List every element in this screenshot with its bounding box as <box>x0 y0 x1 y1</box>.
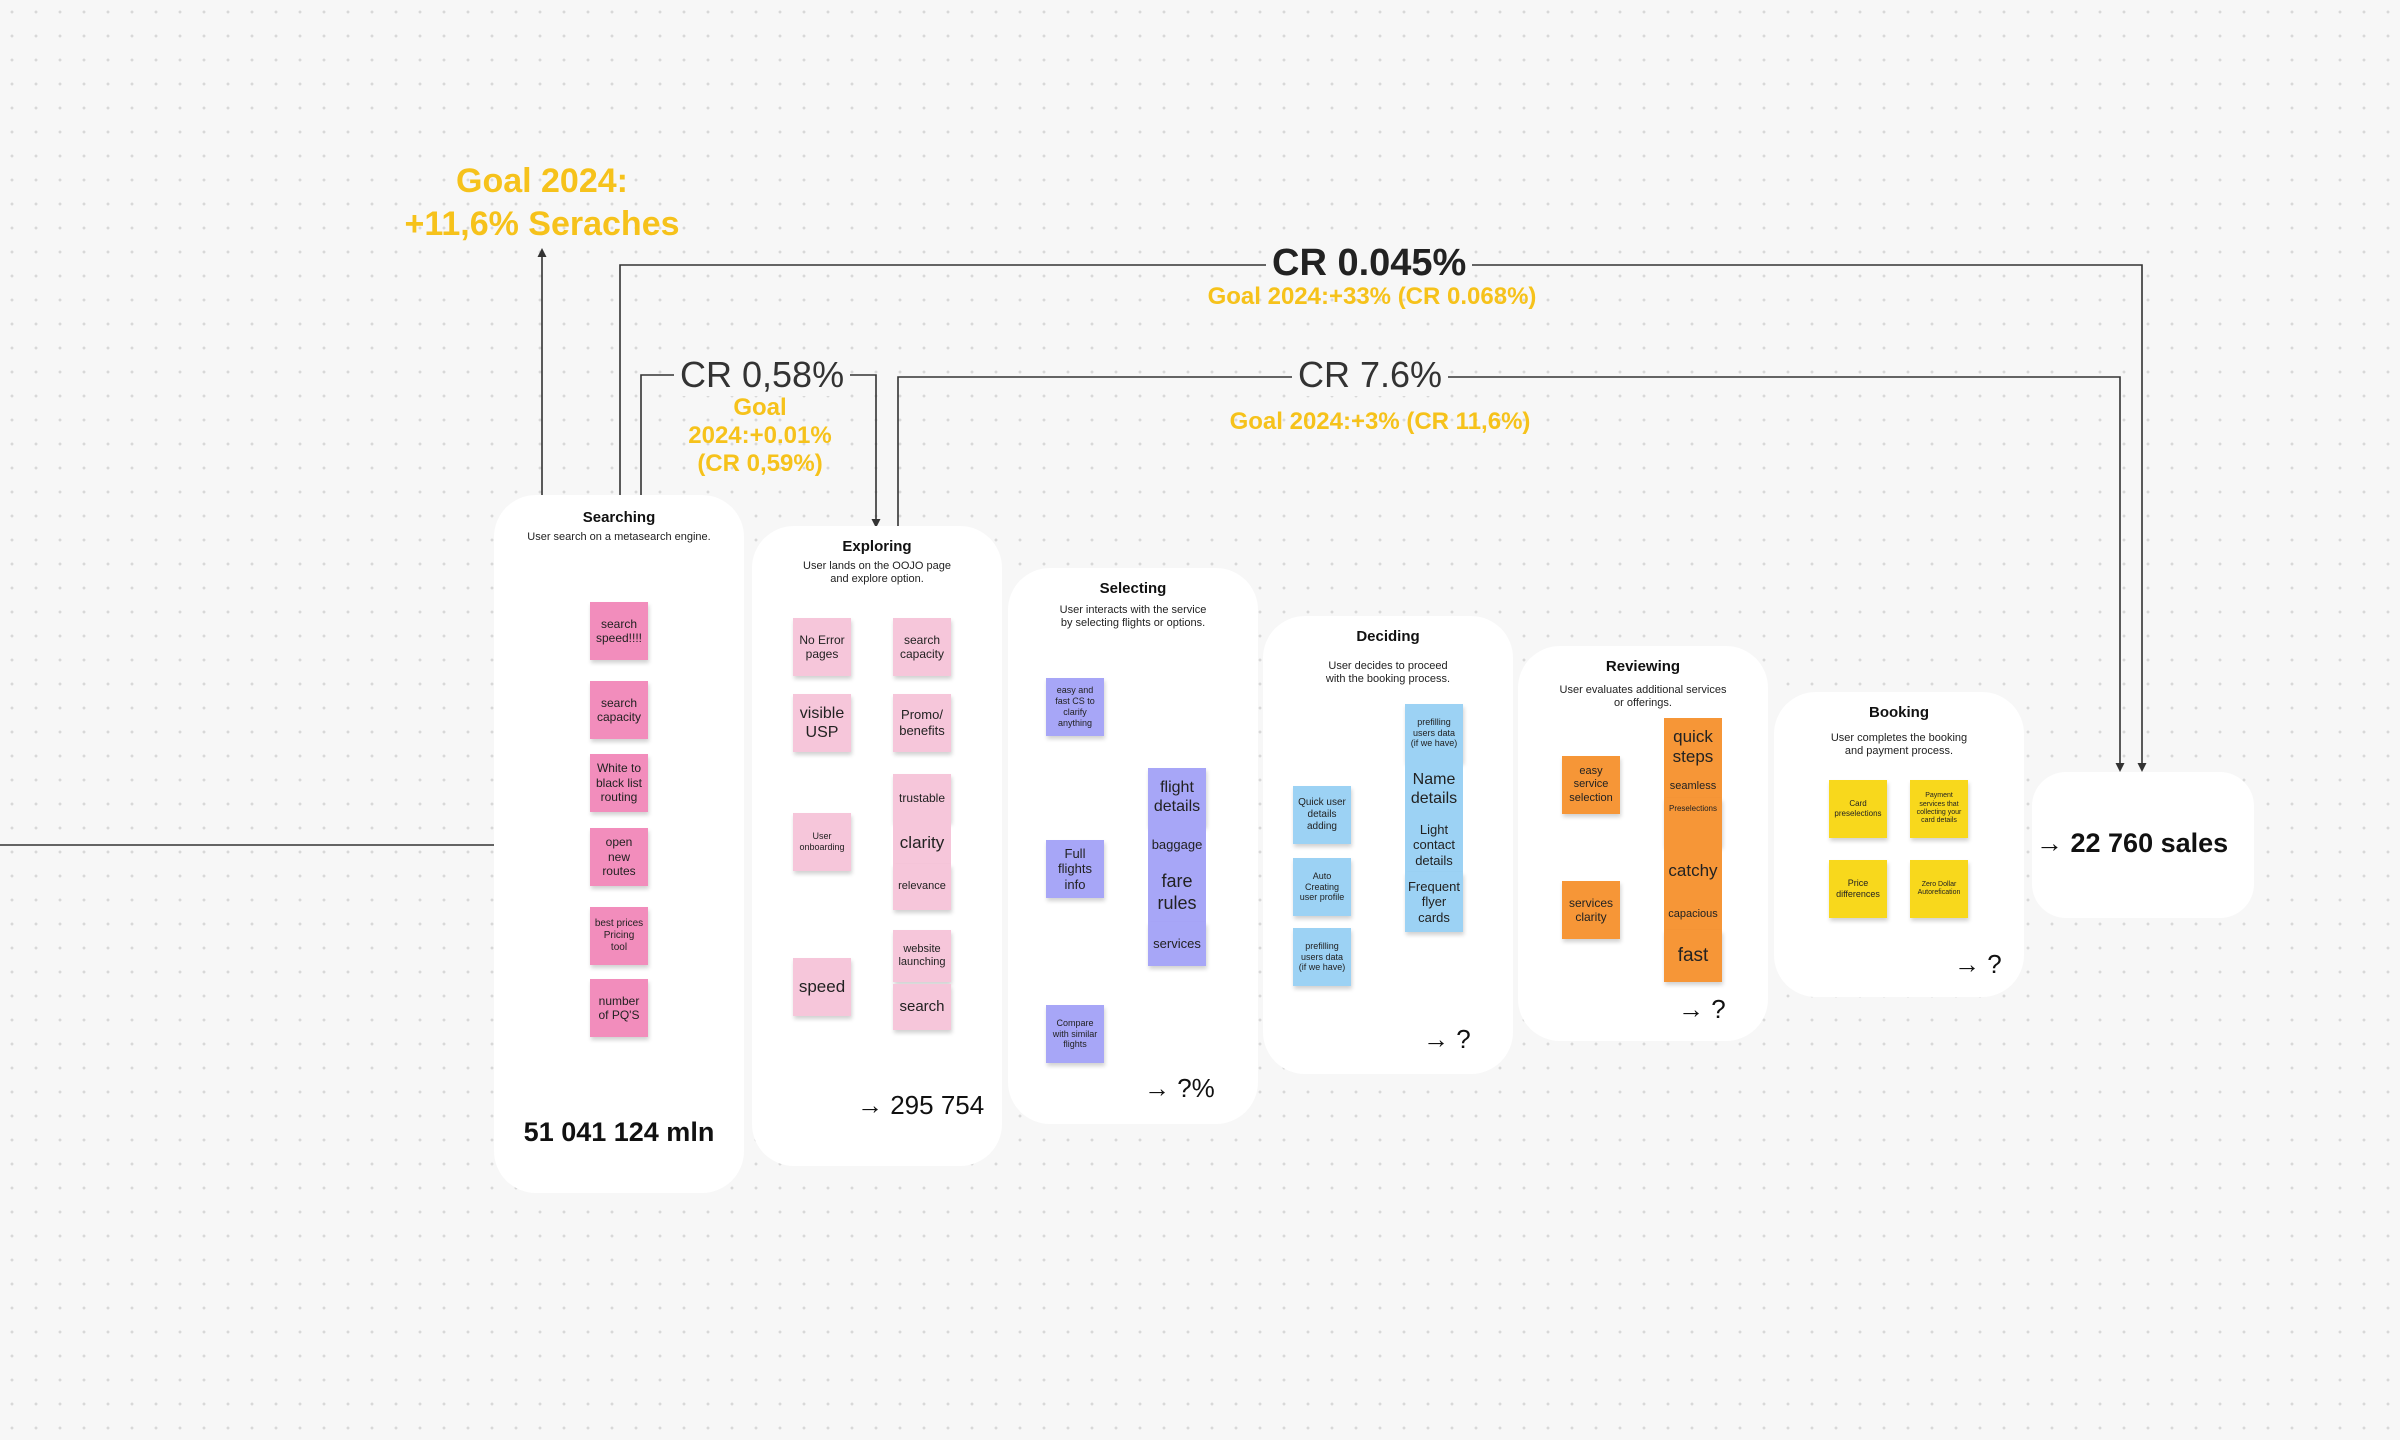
sticky-note[interactable]: trustable <box>893 774 951 822</box>
sticky-note[interactable]: services clarity <box>1562 881 1620 939</box>
stage-description: User search on a metasearch engine. <box>527 531 711 543</box>
sticky-note[interactable]: Name details <box>1405 762 1463 816</box>
stage-metric: → ? <box>1954 949 2002 979</box>
stage-card-deciding: Deciding User decides to proceed with th… <box>1263 616 1513 1074</box>
sticky-note[interactable]: clarity <box>893 820 951 866</box>
sticky-note[interactable]: Frequent flyer cards <box>1405 872 1463 932</box>
stage-metric: → 295 754 <box>857 1090 985 1120</box>
sticky-note[interactable]: Quick user details adding <box>1293 786 1351 844</box>
cr-explore-label: CR 0,58% <box>674 354 851 396</box>
sticky-note[interactable]: services <box>1148 922 1206 966</box>
stage-description: User decides to proceed with the booking… <box>1325 660 1451 685</box>
sticky-note[interactable]: Card preselections <box>1829 780 1887 838</box>
sticky-note[interactable]: best prices Pricing tool <box>590 907 648 965</box>
sticky-note[interactable]: easy and fast CS to clarify anything <box>1046 678 1104 736</box>
goal-searches-label: Goal 2024: +11,6% Seraches <box>404 162 680 243</box>
sticky-note[interactable]: Light contact details <box>1405 816 1463 874</box>
stage-title: Reviewing <box>1605 658 1681 675</box>
cr-select-connector <box>897 376 2125 772</box>
sticky-note[interactable]: prefilling users data (if we have) <box>1293 928 1351 986</box>
sticky-note[interactable]: seamless <box>1664 776 1722 798</box>
sticky-note[interactable]: search speed!!!! <box>590 602 648 660</box>
stage-title: Searching <box>582 509 656 526</box>
sticky-note[interactable]: number of PQ'S <box>590 979 648 1037</box>
sticky-note[interactable]: relevance <box>893 864 951 910</box>
stage-description: User interacts with the service by selec… <box>1059 604 1207 629</box>
stage-title: Booking <box>1869 704 1929 721</box>
stage-description: User evaluates additional services or of… <box>1559 684 1727 709</box>
sticky-note[interactable]: Price differences <box>1829 860 1887 918</box>
sticky-note[interactable]: Compare with similar flights <box>1046 1005 1104 1063</box>
sticky-note[interactable]: search capacity <box>893 618 951 676</box>
stage-metric: → ? <box>1423 1024 1471 1054</box>
sticky-note[interactable]: No Error pages <box>793 618 851 676</box>
cr-total-label: CR 0.045% <box>1266 242 1473 285</box>
sticky-note[interactable]: catchy <box>1664 842 1722 900</box>
result-card: → 22 760 sales <box>2032 772 2254 918</box>
sticky-note[interactable]: capacious <box>1664 900 1722 930</box>
sticky-note[interactable]: flight details <box>1148 768 1206 826</box>
sticky-note[interactable]: prefilling users data (if we have) <box>1405 704 1463 762</box>
sales-total: → 22 760 sales <box>2036 828 2229 858</box>
stage-metric: → ?% <box>1144 1073 1215 1103</box>
sticky-note[interactable]: search <box>893 984 951 1030</box>
sticky-note[interactable]: fare rules <box>1148 864 1206 922</box>
cr-select-goal-label: Goal 2024:+3% (CR 11,6%) <box>1229 408 1531 435</box>
sticky-note[interactable]: fast <box>1664 930 1722 982</box>
stage-description: User completes the booking and payment p… <box>1830 732 1968 757</box>
stage-title: Deciding <box>1356 628 1420 645</box>
stage-title: Exploring <box>842 538 912 555</box>
sticky-note[interactable]: search capacity <box>590 681 648 739</box>
sticky-note[interactable]: User onboarding <box>793 813 851 871</box>
sticky-note[interactable]: White to black list routing <box>590 754 648 812</box>
stage-card-exploring: Exploring User lands on the OOJO page an… <box>752 526 1002 1166</box>
sticky-note[interactable]: quick steps <box>1664 718 1722 776</box>
sticky-note[interactable]: Auto Creating user profile <box>1293 858 1351 916</box>
sticky-note[interactable]: Promo/ benefits <box>893 694 951 752</box>
stage-metric: → ? <box>1678 994 1726 1024</box>
sticky-note[interactable]: Zero Dollar Autorefication <box>1910 860 1968 918</box>
stage-description: User lands on the OOJO page and explore … <box>803 560 951 585</box>
stage-card-booking: Booking User completes the booking and p… <box>1774 692 2024 997</box>
cr-explore-goal-label: Goal 2024:+0.01% (CR 0,59%) <box>688 394 832 477</box>
sticky-note[interactable]: Payment services that collecting your ca… <box>1910 780 1968 838</box>
sticky-note[interactable]: speed <box>793 958 851 1016</box>
sticky-note[interactable]: open new routes <box>590 828 648 886</box>
stage-title: Selecting <box>1099 580 1167 597</box>
sticky-note[interactable]: baggage <box>1148 826 1206 864</box>
stage-card-reviewing: Reviewing User evaluates additional serv… <box>1518 646 1768 1041</box>
sticky-note[interactable]: Preselections <box>1664 798 1722 846</box>
sticky-note[interactable]: easy service selection <box>1562 756 1620 814</box>
stage-card-searching: Searching User search on a metasearch en… <box>494 495 744 1193</box>
cr-select-label: CR 7.6% <box>1292 354 1449 396</box>
stage-metric: 51 041 124 mln <box>523 1117 715 1147</box>
sticky-note[interactable]: Full flights info <box>1046 840 1104 898</box>
cr-total-goal-label: Goal 2024:+33% (CR 0.068%) <box>1207 283 1537 310</box>
stage-card-selecting: Selecting User interacts with the servic… <box>1008 568 1258 1124</box>
sticky-note[interactable]: website launching <box>893 930 951 982</box>
sticky-note[interactable]: visible USP <box>793 694 851 752</box>
